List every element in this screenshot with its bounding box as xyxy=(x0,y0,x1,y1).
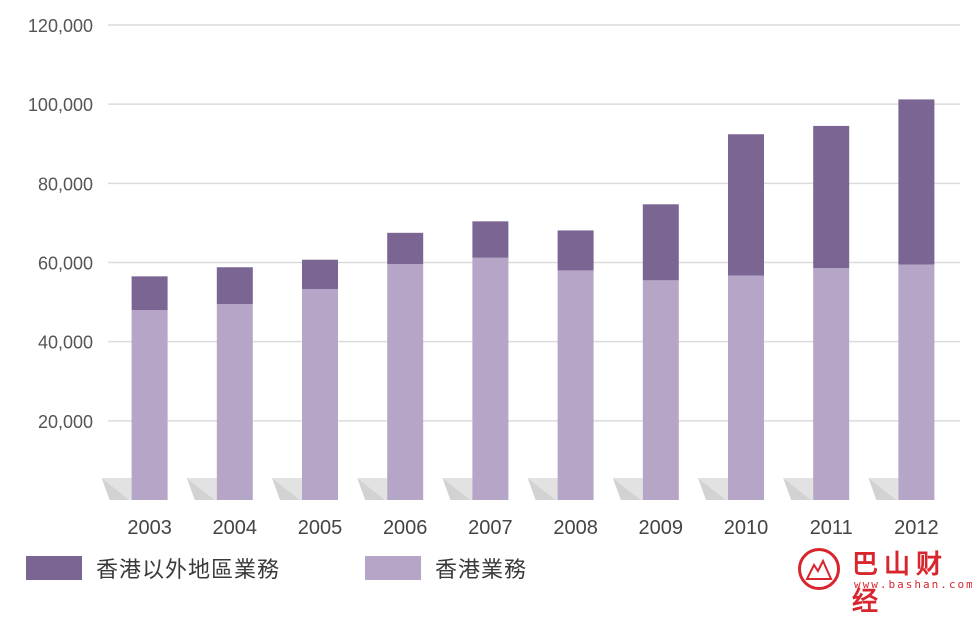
x-tick-label: 2006 xyxy=(383,517,428,539)
y-tick-label: 60,000 xyxy=(38,254,93,274)
x-tick-label: 2009 xyxy=(639,517,684,539)
y-tick-label: 80,000 xyxy=(38,174,93,194)
legend-label-overseas: 香港以外地區業務 xyxy=(96,558,281,583)
x-axis-ticks: 2003 2004 2005 2006 2007 2008 2009 2010 2011 2012 xyxy=(127,517,938,539)
watermark: 巴山财经 www.bashan.com xyxy=(796,546,972,617)
bar-segment xyxy=(898,99,935,265)
bar-segment xyxy=(813,268,850,500)
bar-segment xyxy=(472,221,509,258)
bar-shadow xyxy=(527,478,556,500)
y-tick-label: 100,000 xyxy=(28,95,93,115)
y-tick-label: 20,000 xyxy=(38,412,93,432)
watermark-url: www.bashan.com xyxy=(854,578,972,591)
bar-segment xyxy=(131,276,168,310)
bar-segment xyxy=(557,270,594,500)
bar-shadow xyxy=(698,478,728,500)
bar-shadow xyxy=(868,478,897,500)
bar-shadow xyxy=(868,478,899,500)
bar-segment xyxy=(642,204,679,281)
bar-shadow xyxy=(186,478,217,500)
mountain-logo-icon xyxy=(798,548,840,590)
y-axis-ticks: 20,000 40,000 60,000 80,000 100,000 120,000 xyxy=(28,16,93,432)
legend-swatch-hongkong xyxy=(365,556,422,580)
x-tick-label: 2011 xyxy=(810,517,853,539)
bar-shadow xyxy=(612,478,643,500)
bars xyxy=(131,99,935,500)
bar-shadows xyxy=(101,478,899,500)
x-tick-label: 2010 xyxy=(724,517,769,539)
y-tick-label: 40,000 xyxy=(38,333,93,353)
bar-segment xyxy=(472,257,509,500)
bar-shadow xyxy=(272,478,302,500)
bar-segment xyxy=(728,275,764,500)
bar-shadow xyxy=(698,478,726,500)
bar-shadow xyxy=(101,478,130,500)
bar-shadow xyxy=(783,478,812,500)
legend-swatch-overseas xyxy=(26,556,82,580)
bar-shadow xyxy=(357,478,388,500)
x-tick-label: 2005 xyxy=(298,517,343,539)
x-tick-label: 2004 xyxy=(213,517,258,539)
bar-segment xyxy=(642,280,679,500)
bar-segment xyxy=(557,230,594,271)
bar-segment xyxy=(813,125,850,269)
bar-segment xyxy=(728,134,764,276)
x-tick-label: 2008 xyxy=(553,517,598,539)
bar-segment xyxy=(216,267,253,305)
bar-segment xyxy=(216,304,253,500)
bar-shadow xyxy=(612,478,641,500)
x-tick-label: 2012 xyxy=(894,517,939,539)
bar-segment xyxy=(131,310,168,500)
bar-shadow xyxy=(527,478,558,500)
bar-segment xyxy=(302,259,338,290)
legend-item-hongkong: 香港業務 xyxy=(365,552,527,584)
bar-shadow xyxy=(442,478,473,500)
x-tick-label: 2003 xyxy=(127,517,172,539)
bar-segment xyxy=(387,232,424,265)
x-tick-label: 2007 xyxy=(468,517,513,539)
legend-label-hongkong: 香港業務 xyxy=(435,558,528,583)
y-tick-label: 120,000 xyxy=(28,16,93,36)
bar-shadow xyxy=(442,478,471,500)
bar-segment xyxy=(898,264,935,500)
bar-shadow xyxy=(357,478,386,500)
legend-item-overseas: 香港以外地區業務 xyxy=(26,552,280,584)
bar-segment xyxy=(302,289,338,500)
bar-shadow xyxy=(272,478,300,500)
legend: 香港以外地區業務 香港業務 xyxy=(26,552,612,584)
stacked-bar-chart: 20,000 40,000 60,000 80,000 100,000 120,000 2… xyxy=(28,16,960,539)
bar-segment xyxy=(387,264,424,500)
bar-shadow xyxy=(783,478,814,500)
bar-shadow xyxy=(101,478,132,500)
bar-shadow xyxy=(186,478,215,500)
